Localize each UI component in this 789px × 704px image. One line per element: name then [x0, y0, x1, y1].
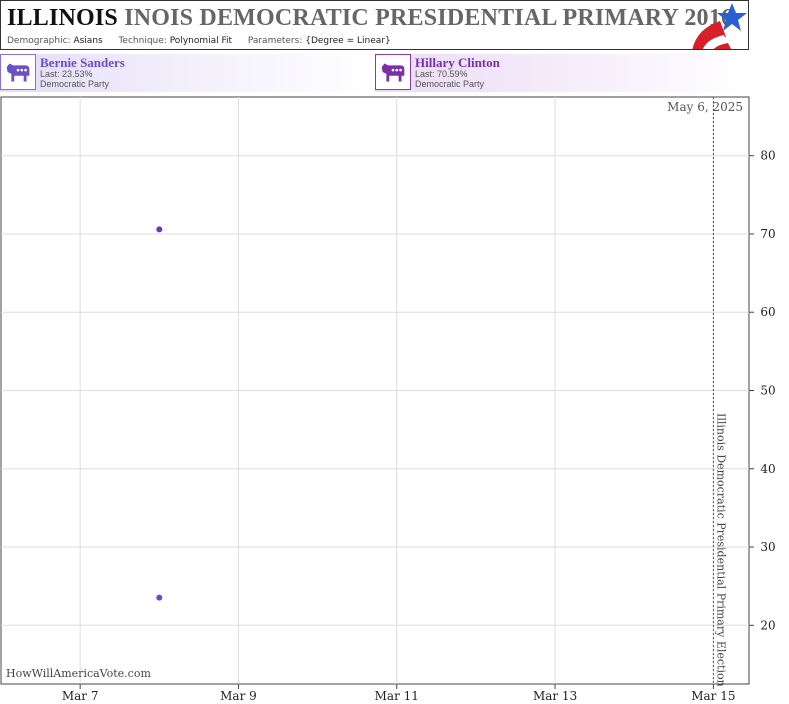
chart-header: ILLINOIS INOIS DEMOCRATIC PRESIDENTIAL P… [0, 0, 749, 50]
donkey-icon [375, 54, 411, 90]
y-tick-label: 60 [760, 305, 775, 319]
data-point [156, 594, 163, 601]
candidate-last-value: Last: 70.59% [415, 69, 468, 79]
candidate-card-sanders: Bernie Sanders Last: 23.53% Democratic P… [0, 54, 375, 92]
title-state: ILLINOIS [7, 5, 118, 31]
y-tick-label: 80 [760, 149, 775, 163]
x-tick-label: Mar 13 [533, 689, 577, 703]
demographic-key: Demographic: [7, 36, 71, 46]
candidate-party: Democratic Party [415, 79, 485, 89]
x-tick-label: Mar 11 [375, 689, 419, 703]
demographic-value: Asians [73, 36, 103, 46]
y-tick-label: 50 [760, 384, 775, 398]
candidate-party: Democratic Party [40, 79, 110, 89]
x-tick-label: Mar 9 [220, 689, 257, 703]
title-rest: INOIS DEMOCRATIC PRESIDENTIAL PRIMARY 20… [124, 5, 734, 31]
date-label: May 6, 2025 [667, 100, 743, 114]
candidate-card-clinton: Hillary Clinton Last: 70.59% Democratic … [375, 54, 749, 92]
chart-parameters: Demographic: Asians Technique: Polynomia… [7, 36, 391, 46]
y-tick-label: 20 [760, 618, 775, 632]
x-tick-label: Mar 7 [62, 689, 99, 703]
parameters-value: {Degree = Linear} [305, 36, 391, 46]
watermark: HowWillAmericaVote.com [6, 667, 151, 680]
candidate-last-value: Last: 23.53% [40, 69, 93, 79]
y-tick-label: 40 [760, 462, 775, 476]
data-point [156, 226, 163, 233]
page-title: ILLINOIS INOIS DEMOCRATIC PRESIDENTIAL P… [7, 5, 733, 32]
donkey-icon [0, 54, 36, 90]
y-tick-label: 70 [760, 227, 775, 241]
parameters-key: Parameters: [247, 36, 303, 46]
flag-logo-icon [692, 3, 747, 49]
election-label: Illinois Democratic Presidential Primary… [714, 413, 727, 687]
technique-value: Polynomial Fit [169, 36, 233, 46]
technique-key: Technique: [118, 36, 167, 46]
y-tick-label: 30 [760, 540, 775, 554]
candidate-name: Hillary Clinton [415, 55, 500, 70]
candidate-name: Bernie Sanders [40, 55, 125, 70]
x-tick-label: Mar 15 [691, 689, 735, 703]
